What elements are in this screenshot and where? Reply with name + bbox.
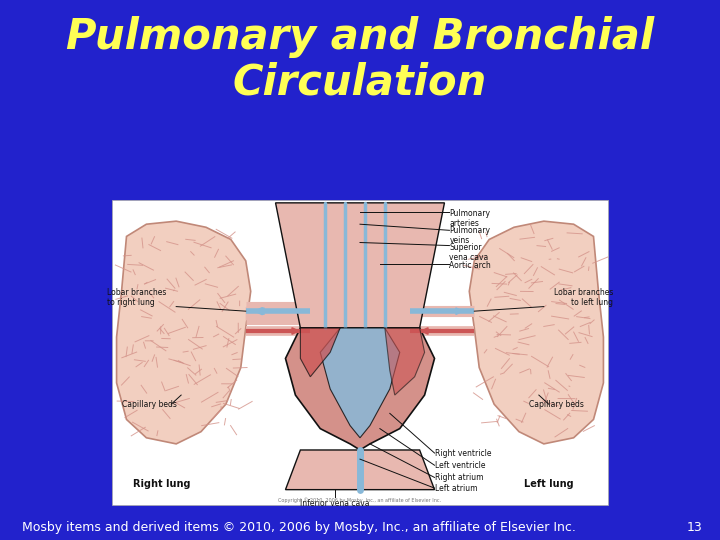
Polygon shape — [285, 450, 435, 490]
Polygon shape — [276, 203, 444, 328]
Text: Superior
vena cava: Superior vena cava — [449, 242, 489, 262]
Text: Right atrium: Right atrium — [435, 473, 483, 482]
Text: Left lung: Left lung — [524, 478, 574, 489]
Polygon shape — [320, 328, 400, 438]
Text: Left ventricle: Left ventricle — [435, 461, 485, 470]
Text: Copyright © 2010, 2006 by Mosby, Inc., an affiliate of Elsevier Inc.: Copyright © 2010, 2006 by Mosby, Inc., a… — [279, 498, 441, 503]
Text: Left atrium: Left atrium — [435, 484, 477, 492]
Text: Pulmonary
veins: Pulmonary veins — [449, 226, 490, 245]
Text: Right ventricle: Right ventricle — [435, 449, 491, 457]
Text: 13: 13 — [686, 521, 702, 534]
Polygon shape — [300, 328, 340, 377]
Text: Right lung: Right lung — [132, 478, 190, 489]
FancyBboxPatch shape — [112, 200, 608, 505]
Text: Capillary beds: Capillary beds — [122, 400, 176, 409]
Polygon shape — [469, 221, 603, 444]
Text: Lobar branches
to left lung: Lobar branches to left lung — [554, 288, 613, 307]
Text: Inferior vena cava: Inferior vena cava — [300, 499, 370, 508]
Text: Capillary beds: Capillary beds — [528, 400, 583, 409]
Text: Mosby items and derived items © 2010, 2006 by Mosby, Inc., an affiliate of Elsev: Mosby items and derived items © 2010, 20… — [22, 521, 575, 534]
Text: Lobar branches
to right lung: Lobar branches to right lung — [107, 288, 166, 307]
Polygon shape — [117, 221, 251, 444]
Polygon shape — [285, 328, 435, 450]
Text: Aortic arch: Aortic arch — [449, 261, 491, 270]
Text: Pulmonary and Bronchial
Circulation: Pulmonary and Bronchial Circulation — [66, 16, 654, 104]
Text: Pulmonary
arteries: Pulmonary arteries — [449, 209, 490, 228]
Polygon shape — [385, 328, 425, 395]
